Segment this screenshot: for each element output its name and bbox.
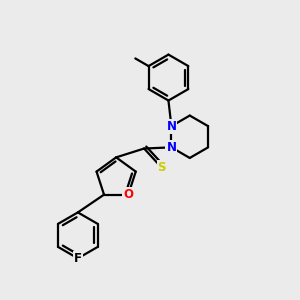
Text: N: N — [167, 141, 176, 154]
Text: N: N — [167, 120, 176, 133]
Text: F: F — [74, 252, 82, 265]
Text: O: O — [123, 188, 133, 201]
Text: S: S — [158, 161, 166, 174]
